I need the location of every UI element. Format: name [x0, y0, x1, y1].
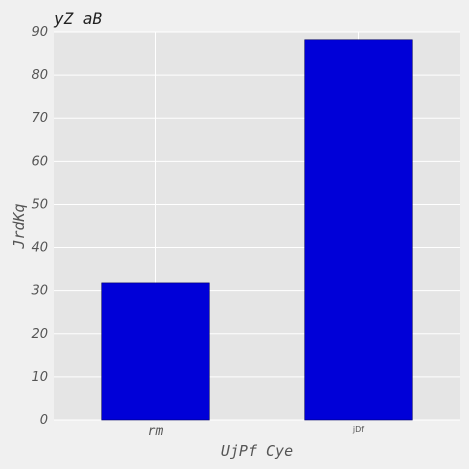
y-tick-label: 30 [31, 284, 48, 299]
y-tick-label: 70 [31, 111, 48, 126]
bars [101, 39, 413, 421]
bar-jDf [304, 39, 413, 421]
y-tick-label: 10 [31, 370, 48, 385]
x-axis-ticks: rm jDf [148, 424, 365, 439]
bar-rm [101, 282, 210, 421]
x-axis-label: UjPf Cye [221, 442, 293, 460]
chart-title: yZ aB [53, 9, 103, 28]
y-axis-ticks: 0 10 20 30 40 50 60 70 80 90 [31, 25, 48, 428]
x-tick-label: rm [148, 424, 164, 439]
y-axis-label: JrdKq [10, 203, 28, 249]
y-tick-label: 50 [31, 197, 48, 212]
y-tick-label: 40 [31, 241, 48, 256]
x-tick-label: jDf [352, 425, 364, 434]
y-tick-label: 60 [31, 154, 48, 169]
y-tick-label: 0 [40, 413, 48, 428]
y-tick-label: 80 [31, 68, 48, 83]
y-tick-label: 90 [31, 25, 48, 40]
y-tick-label: 20 [31, 327, 48, 342]
